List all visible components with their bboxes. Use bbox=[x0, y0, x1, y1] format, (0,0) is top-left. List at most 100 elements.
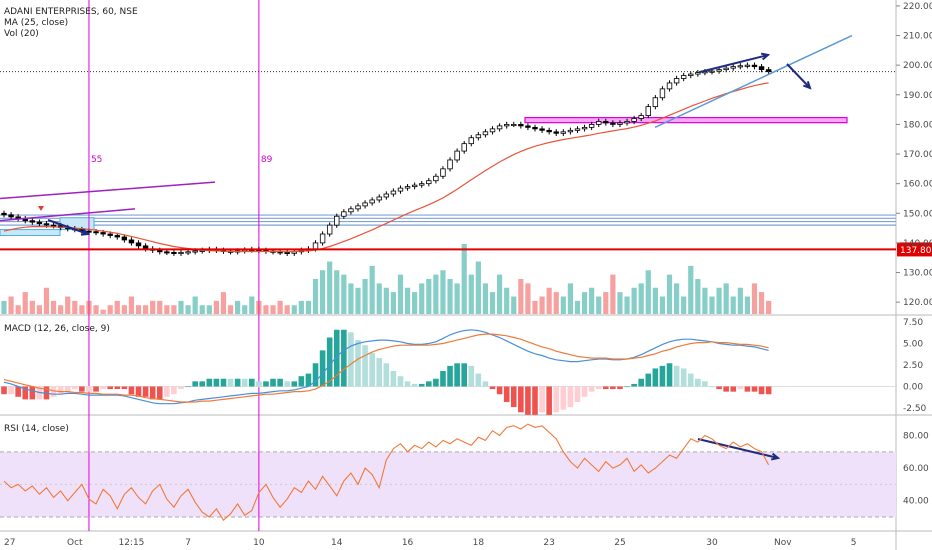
macd-histogram-bar bbox=[496, 386, 503, 395]
candle-body bbox=[567, 129, 574, 133]
candle-body bbox=[666, 82, 673, 90]
macd-histogram-bar bbox=[291, 381, 298, 387]
candle-body bbox=[546, 129, 552, 133]
candle-body bbox=[518, 124, 524, 127]
volume-bar bbox=[497, 274, 503, 314]
macd-histogram-bar bbox=[518, 386, 524, 413]
candle-body bbox=[341, 211, 347, 217]
volume-bar bbox=[86, 300, 92, 314]
support-zone-box bbox=[0, 229, 61, 236]
volume-bar bbox=[766, 300, 772, 314]
volume-bar bbox=[29, 300, 35, 314]
macd-histogram-bar bbox=[447, 365, 453, 387]
macd-histogram-bar bbox=[525, 386, 531, 415]
macd-histogram-bar bbox=[326, 337, 333, 387]
macd-histogram-bar bbox=[234, 378, 241, 387]
macd-histogram-bar bbox=[164, 386, 170, 397]
candle-body bbox=[461, 143, 467, 152]
volume-bar bbox=[8, 296, 14, 314]
candle-body bbox=[185, 251, 191, 254]
x-tick-label: 10 bbox=[253, 538, 265, 548]
volume-bar bbox=[546, 287, 552, 314]
macd-histogram-bar bbox=[227, 378, 234, 387]
candle-body bbox=[525, 125, 531, 128]
rsi-divergence-arrow bbox=[697, 438, 779, 459]
volume-bar bbox=[624, 296, 630, 314]
candle-body bbox=[617, 122, 623, 125]
macd-histogram-bar bbox=[489, 386, 496, 390]
macd-histogram-bar bbox=[461, 363, 467, 387]
candle-body bbox=[178, 251, 184, 254]
candle-body bbox=[659, 88, 666, 99]
volume-bar bbox=[15, 305, 21, 314]
macd-histogram-bar bbox=[695, 378, 701, 387]
volume-bar bbox=[730, 296, 736, 314]
macd-histogram-bar bbox=[156, 386, 163, 400]
macd-histogram-bar bbox=[383, 363, 390, 387]
macd-y-tick-label: 2.50 bbox=[903, 361, 923, 371]
rsi-line bbox=[3, 423, 770, 522]
volume-bar bbox=[737, 287, 743, 314]
volume-bar bbox=[390, 292, 396, 314]
x-tick-label: 14 bbox=[331, 538, 343, 548]
macd-histogram-bar bbox=[539, 386, 545, 413]
y-tick-label: 170.00 bbox=[903, 150, 932, 160]
macd-histogram-bar bbox=[249, 378, 255, 387]
macd-histogram-bar bbox=[440, 371, 446, 387]
candle-body bbox=[404, 186, 411, 189]
candle-body bbox=[362, 202, 368, 207]
down-arrow bbox=[786, 63, 811, 89]
volume-bar bbox=[461, 244, 467, 314]
volume-bar bbox=[227, 305, 234, 314]
macd-histogram-bar bbox=[687, 373, 694, 387]
macd-y-tick-label: 7.50 bbox=[903, 318, 923, 328]
candle-body bbox=[93, 231, 99, 234]
candle-body bbox=[511, 124, 517, 127]
volume-bar bbox=[419, 283, 425, 314]
volume-bar bbox=[128, 296, 135, 314]
candle-body bbox=[397, 187, 404, 192]
volume-bar bbox=[709, 296, 715, 314]
macd-histogram-bar bbox=[298, 376, 305, 387]
cycle-label: 89 bbox=[261, 155, 273, 165]
x-tick-label: 16 bbox=[402, 538, 414, 548]
down-arrow-head bbox=[803, 80, 812, 90]
rsi-y-tick-label: 40.00 bbox=[903, 497, 929, 507]
axis-layer: 120.00130.00140.00150.00160.00170.00180.… bbox=[4, 2, 932, 548]
candle-body bbox=[737, 65, 744, 68]
rsi-y-tick-label: 60.00 bbox=[903, 464, 929, 474]
volume-bar bbox=[72, 300, 78, 314]
macd-histogram-bar bbox=[107, 386, 113, 390]
macd-histogram-bar bbox=[121, 386, 128, 390]
volume-bar bbox=[532, 300, 538, 314]
volume-bar bbox=[93, 305, 99, 314]
volume-bar bbox=[751, 283, 758, 314]
volume-bar bbox=[362, 279, 368, 314]
macd-histogram-bar bbox=[574, 386, 581, 402]
x-tick-label: 30 bbox=[706, 538, 718, 548]
y-tick-label: 160.00 bbox=[903, 180, 932, 190]
candle-body bbox=[744, 64, 751, 67]
candle-body bbox=[475, 134, 482, 139]
volume-bar bbox=[65, 296, 71, 314]
candle-body bbox=[419, 183, 425, 186]
macd-histogram-bar bbox=[312, 363, 319, 387]
macd-histogram-bar bbox=[588, 386, 595, 392]
volume-bar bbox=[525, 283, 531, 314]
volume-bar bbox=[100, 309, 106, 314]
macd-histogram-bar bbox=[263, 381, 269, 387]
candle-body bbox=[284, 251, 290, 254]
volume-bar bbox=[758, 292, 765, 314]
candle-body bbox=[142, 245, 149, 250]
macd-histogram-bar bbox=[1, 386, 7, 395]
resistance-zone-box bbox=[524, 117, 848, 124]
vol-legend: Vol (20) bbox=[4, 29, 39, 39]
volume-bar bbox=[114, 300, 120, 314]
volume-bar bbox=[489, 292, 496, 314]
candle-body bbox=[50, 224, 57, 227]
macd-histogram-bar bbox=[206, 378, 213, 387]
macd-histogram-bar bbox=[390, 371, 397, 387]
volume-bar bbox=[355, 287, 361, 314]
volume-layer bbox=[1, 244, 772, 314]
